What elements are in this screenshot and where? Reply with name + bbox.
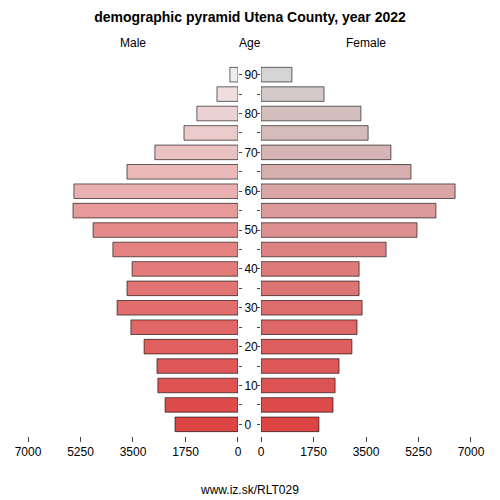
svg-text:50: 50: [244, 223, 258, 237]
svg-text:Female: Female: [346, 36, 386, 50]
svg-text:0: 0: [235, 445, 242, 459]
svg-text:7000: 7000: [458, 445, 485, 459]
svg-text:0: 0: [244, 418, 251, 432]
svg-text:90: 90: [244, 68, 258, 82]
svg-text:1750: 1750: [300, 445, 327, 459]
svg-text:80: 80: [244, 107, 258, 121]
svg-text:3500: 3500: [353, 445, 380, 459]
svg-text:7000: 7000: [15, 445, 42, 459]
svg-text:Male: Male: [120, 36, 146, 50]
svg-text:20: 20: [244, 340, 258, 354]
svg-text:1750: 1750: [172, 445, 199, 459]
svg-text:30: 30: [244, 301, 258, 315]
svg-text:5250: 5250: [405, 445, 432, 459]
svg-text:70: 70: [244, 146, 258, 160]
svg-text:0: 0: [258, 445, 265, 459]
svg-text:40: 40: [244, 262, 258, 276]
svg-text:www.iz.sk/RLT029: www.iz.sk/RLT029: [200, 483, 299, 497]
svg-text:Age: Age: [239, 36, 261, 50]
svg-text:3500: 3500: [120, 445, 147, 459]
svg-text:5250: 5250: [67, 445, 94, 459]
svg-text:10: 10: [244, 379, 258, 393]
svg-text:60: 60: [244, 184, 258, 198]
svg-text:demographic pyramid Utena Coun: demographic pyramid Utena County, year 2…: [94, 9, 406, 25]
